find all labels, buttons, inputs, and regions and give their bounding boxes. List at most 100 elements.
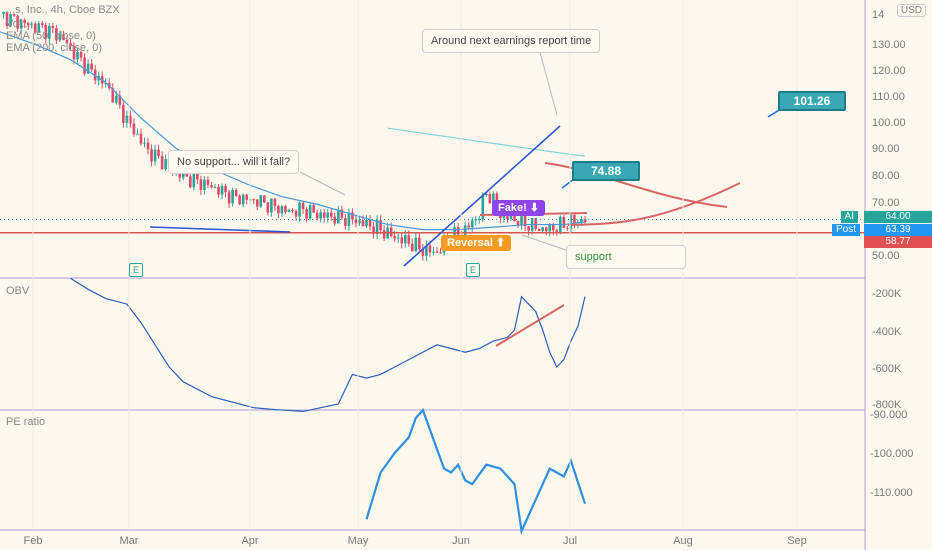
volume-legend[interactable]: Vol... bbox=[6, 18, 31, 30]
candle-body bbox=[241, 194, 245, 205]
earnings-pointer bbox=[539, 51, 558, 116]
candle-body bbox=[368, 219, 372, 227]
candle-body bbox=[340, 209, 344, 219]
candle-body bbox=[37, 23, 41, 33]
candle-body bbox=[30, 23, 34, 26]
symbol-line[interactable]: ...s, Inc., 4h, Cboe BZX bbox=[6, 4, 120, 16]
candle-body bbox=[548, 224, 552, 232]
candle-body bbox=[51, 25, 55, 29]
target-price-101[interactable]: 101.26 bbox=[778, 91, 846, 111]
candle-body bbox=[566, 227, 569, 229]
reversal-tag[interactable]: Reversal ⬆ bbox=[441, 235, 512, 251]
obv-tick-label: -800K bbox=[872, 399, 902, 411]
candle-body bbox=[76, 51, 79, 60]
candle-body bbox=[160, 156, 164, 170]
candle-body bbox=[337, 209, 340, 224]
support-price-badge[interactable]: 58.77 bbox=[864, 236, 932, 248]
candle-body bbox=[150, 149, 153, 162]
candle-body bbox=[210, 184, 213, 188]
target-price-74[interactable]: 74.88 bbox=[572, 161, 640, 181]
post-price-badge[interactable]: Post 63.39 bbox=[831, 224, 932, 236]
candle-body bbox=[44, 25, 48, 39]
candle-body bbox=[396, 237, 400, 239]
price-tick-label: 110.00 bbox=[872, 91, 905, 103]
post-ticker: Post bbox=[831, 224, 860, 236]
candle-body bbox=[143, 142, 146, 144]
support-value: 58.77 bbox=[864, 236, 932, 248]
candle-body bbox=[492, 193, 495, 204]
candle-body bbox=[16, 15, 19, 29]
candle-body bbox=[372, 226, 375, 234]
candle-body bbox=[245, 194, 248, 200]
ema50-line bbox=[0, 31, 586, 231]
candle-body bbox=[456, 226, 460, 235]
candle-body bbox=[284, 206, 287, 213]
candle-body bbox=[425, 245, 428, 256]
candle-body bbox=[231, 189, 234, 204]
obv-pane-label[interactable]: OBV bbox=[6, 285, 30, 297]
descending-trendline bbox=[149, 226, 291, 233]
candle-body bbox=[157, 149, 160, 157]
candle-body bbox=[69, 43, 72, 47]
price-tick-label: 50.00 bbox=[872, 250, 900, 262]
no-support-pointer bbox=[299, 171, 346, 196]
candle-body bbox=[358, 220, 361, 224]
fake-tag[interactable]: Fake! ⬇ bbox=[492, 200, 546, 216]
candle-body bbox=[294, 210, 298, 217]
candle-body bbox=[421, 248, 425, 256]
candle-body bbox=[319, 212, 322, 219]
candle-body bbox=[523, 213, 527, 227]
candle-body bbox=[329, 212, 333, 217]
ema200-legend[interactable]: EMA (200, close, 0) bbox=[6, 42, 102, 54]
candle-body bbox=[467, 225, 471, 228]
ascending-trendline bbox=[403, 125, 561, 267]
candle-body bbox=[164, 159, 167, 170]
obv-tick-label: -400K bbox=[872, 326, 902, 338]
candle-body bbox=[513, 215, 516, 222]
candle-body bbox=[481, 195, 485, 219]
candle-body bbox=[234, 189, 238, 196]
callout-support[interactable]: support bbox=[566, 245, 686, 269]
lines-layer bbox=[0, 31, 865, 535]
candle-body bbox=[58, 34, 62, 41]
ai-price-badge[interactable]: AI 64.00 bbox=[840, 211, 932, 223]
candle-body bbox=[573, 214, 576, 224]
obv-tick-label: -600K bbox=[872, 363, 902, 375]
candle-body bbox=[136, 133, 139, 135]
callout-earnings[interactable]: Around next earnings report time bbox=[422, 29, 601, 53]
earnings-badge-1[interactable]: E bbox=[129, 263, 143, 277]
candle-body bbox=[298, 202, 301, 217]
callout-no-support[interactable]: No support... will it fall? bbox=[168, 150, 300, 174]
annotations-layer bbox=[299, 51, 785, 347]
candle-body bbox=[407, 235, 411, 244]
candle-body bbox=[361, 220, 365, 227]
candle-body bbox=[308, 205, 312, 219]
candle-body bbox=[403, 235, 407, 244]
candle-body bbox=[72, 46, 76, 60]
candle-body bbox=[196, 173, 199, 180]
time-tick-label: Mar bbox=[120, 535, 139, 547]
candle-body bbox=[333, 216, 337, 224]
candle-body bbox=[393, 235, 396, 239]
candle-body bbox=[379, 220, 382, 231]
axis-layer: 14 130.00 120.00 110.00 100.00 90.00 80.00 70.0… bbox=[24, 0, 913, 547]
pe-pane-label[interactable]: PE ratio bbox=[6, 416, 46, 428]
candle-body bbox=[474, 218, 478, 221]
candle-body bbox=[252, 199, 256, 201]
candle-body bbox=[111, 88, 115, 103]
earnings-badge-2[interactable]: E bbox=[466, 263, 480, 277]
ai-ticker: AI bbox=[840, 211, 858, 223]
candle-body bbox=[12, 13, 16, 16]
candle-body bbox=[86, 63, 90, 74]
candle-body bbox=[23, 19, 26, 23]
candle-body bbox=[520, 213, 523, 226]
candle-body bbox=[217, 186, 220, 195]
currency-button[interactable]: USD bbox=[896, 4, 926, 17]
obv-tick-label: -200K bbox=[872, 288, 902, 300]
candle-body bbox=[305, 209, 308, 219]
candle-body bbox=[181, 171, 185, 178]
candle-body bbox=[146, 142, 150, 150]
ema50-legend[interactable]: EMA (50, close, 0) bbox=[6, 30, 96, 42]
